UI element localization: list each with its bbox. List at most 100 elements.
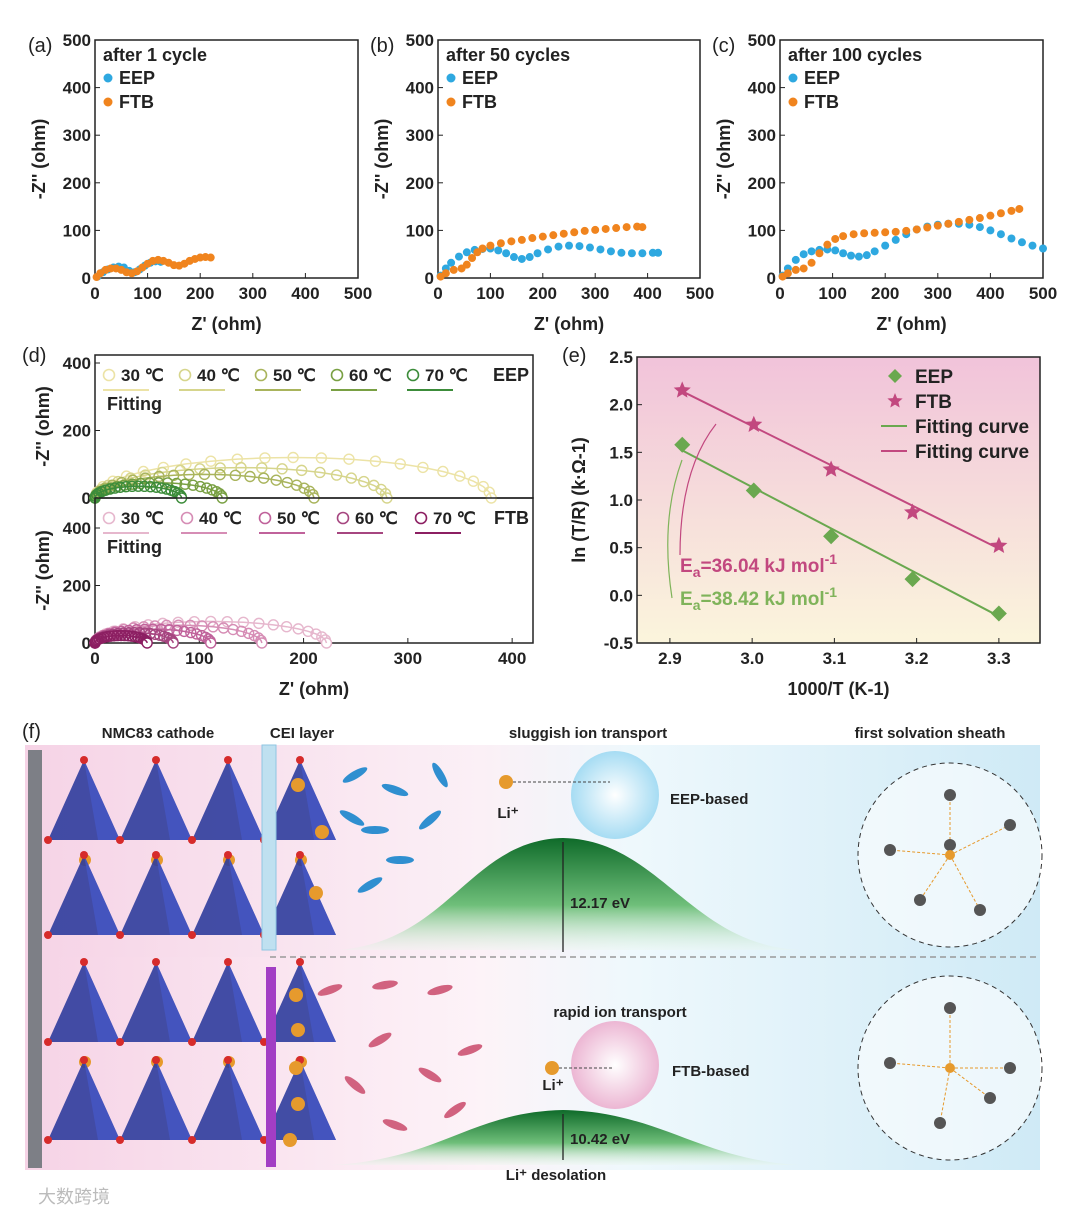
data-point	[486, 241, 495, 250]
x-tick-label: 500	[344, 284, 372, 303]
data-point	[454, 470, 466, 482]
data-point	[167, 637, 179, 649]
crystal-facet	[84, 855, 120, 935]
crystal-facet	[156, 962, 192, 1042]
solvation-schematic: (f) NMC83 cathode CEI layer sluggish ion tr…	[22, 721, 1043, 1207]
oxygen-atom	[296, 958, 304, 966]
y-tick-label: 400	[63, 354, 91, 373]
y-tick-label: 400	[406, 79, 434, 98]
data-point	[791, 265, 800, 274]
data-point	[1015, 204, 1024, 213]
legend-label: FTB	[462, 92, 497, 112]
y-tick-label: 0.5	[609, 539, 633, 558]
li-ion	[289, 988, 303, 1002]
y-tick-label: 300	[406, 126, 434, 145]
data-point	[904, 571, 921, 588]
data-point	[791, 255, 800, 264]
data-point	[944, 219, 953, 228]
data-point	[891, 227, 900, 236]
molecule-atom	[914, 894, 926, 906]
eep-solvation-bubble	[571, 751, 659, 839]
oxygen-atom	[188, 1038, 196, 1046]
eep-solvent-molecule	[381, 783, 409, 797]
molecule-atom	[1004, 819, 1016, 831]
bond	[949, 1067, 991, 1099]
nyquist-chart-c: (c) 0 100 200 300 400 500 0 100 200 300 400 500 Z' (o…	[712, 31, 1057, 334]
ftb-solvent-molecule	[372, 980, 398, 990]
legend-marker	[406, 368, 420, 382]
li-ion	[545, 1061, 559, 1075]
data-point	[200, 482, 213, 494]
ea-symbol: E	[680, 556, 693, 577]
data-point	[617, 248, 626, 257]
panel-label: (d)	[22, 345, 46, 367]
y-tick-label: 2.0	[609, 396, 633, 415]
cei-layer-ftb	[266, 967, 276, 1167]
data-point	[673, 381, 691, 398]
data-point	[622, 223, 631, 232]
bond	[919, 854, 951, 901]
y-tick-label: 300	[748, 126, 776, 145]
oxygen-atom	[296, 756, 304, 764]
data-point	[990, 605, 1007, 622]
bond	[889, 849, 951, 856]
data-point	[270, 474, 282, 486]
fit-curve	[94, 485, 183, 499]
data-point	[823, 240, 832, 249]
oxygen-atom	[224, 851, 232, 859]
data-point	[870, 247, 879, 256]
data-point	[227, 623, 239, 636]
data-point	[975, 223, 984, 232]
sluggish-transport-label: sluggish ion transport	[509, 725, 667, 742]
data-point	[986, 226, 995, 235]
crystal-facet	[300, 962, 336, 1042]
oxygen-atom	[188, 836, 196, 844]
ftb-solvent-molecule	[382, 1119, 408, 1131]
barrier-energy-eep: 12.17 eV	[570, 895, 630, 912]
solvation-sheath-label: first solvation sheath	[855, 725, 1006, 742]
legend-marker	[788, 73, 798, 83]
crystal-facet	[228, 962, 264, 1042]
y-tick-label: 500	[748, 31, 776, 50]
data-point	[124, 472, 137, 484]
li-label: Li⁺	[497, 805, 518, 822]
data-point	[996, 230, 1005, 239]
data-point	[807, 258, 816, 267]
chart-title: after 1 cycle	[103, 45, 207, 65]
y-tick-label: 0.0	[609, 586, 633, 605]
crystal-facet	[156, 760, 192, 840]
legend-label: 60 ℃	[349, 366, 392, 385]
y-tick-label: 1.0	[609, 491, 633, 510]
y-tick-label: -0.5	[604, 634, 633, 653]
x-tick-label: 500	[1029, 284, 1057, 303]
data-point	[627, 249, 636, 258]
y-tick-label: 100	[63, 221, 91, 240]
li-ion	[291, 778, 305, 792]
data-point	[462, 260, 471, 269]
molecule-atom	[944, 839, 956, 851]
x-tick-label: 100	[818, 284, 846, 303]
data-point	[902, 226, 911, 235]
data-point	[807, 247, 816, 256]
oxygen-atom	[80, 756, 88, 764]
crystal-facet	[84, 760, 120, 840]
legend-marker	[887, 393, 903, 408]
x-tick-label: 3.2	[905, 649, 929, 668]
eep-based-label: EEP-based	[670, 791, 748, 808]
nyquist-chart-a: (a) 0 100 200 300 400 500 0 100 200 300 400 500 Z' (o…	[28, 31, 372, 334]
data-point	[1039, 244, 1047, 253]
legend-label: 30 ℃	[121, 509, 164, 528]
ftb-solvent-molecule	[368, 1032, 392, 1048]
x-tick-label: 3.1	[823, 649, 847, 668]
legend-label: 40 ℃	[199, 509, 242, 528]
data-point	[298, 482, 310, 494]
x-tick-label: 400	[633, 284, 661, 303]
oxygen-atom	[188, 931, 196, 939]
data-point	[345, 472, 358, 484]
data-point	[881, 241, 890, 250]
barrier-energy-ftb: 10.42 eV	[570, 1131, 630, 1148]
data-point	[1007, 234, 1016, 243]
energy-barrier-ftb	[330, 1110, 800, 1165]
cei-label: CEI layer	[270, 725, 334, 742]
ftb-solvent-molecule	[457, 1044, 483, 1056]
